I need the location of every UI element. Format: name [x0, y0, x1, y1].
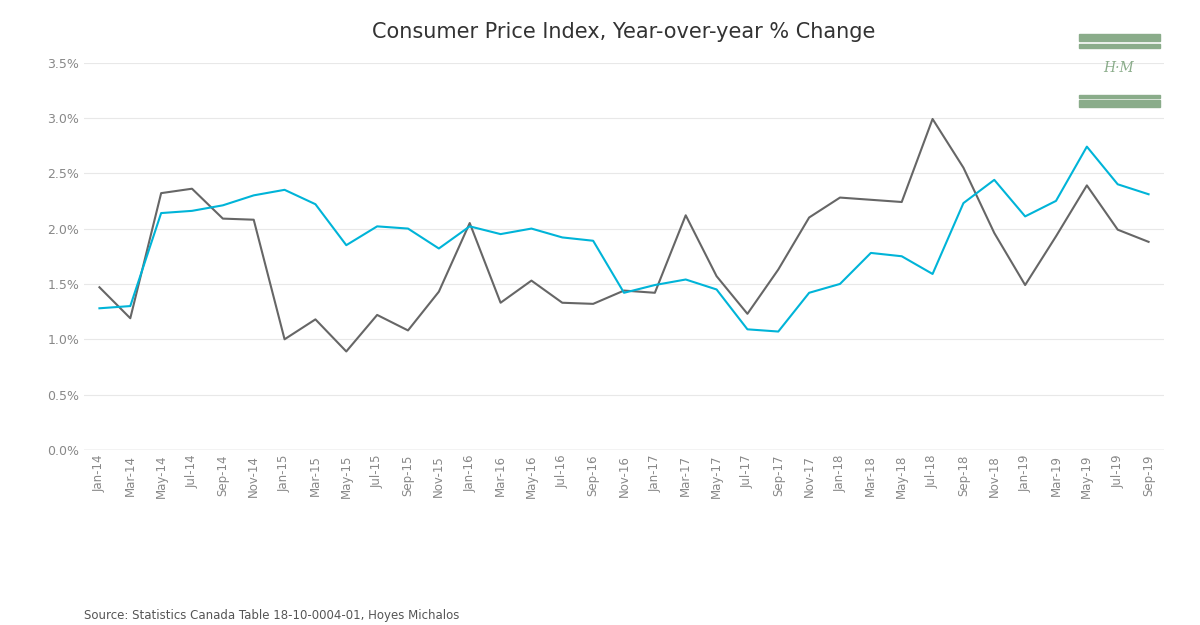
CPI excluding gasoline: [864, 249, 878, 257]
CPI: [678, 211, 692, 219]
CPI: [154, 189, 168, 197]
CPI: [709, 272, 724, 280]
CPI: [864, 196, 878, 204]
CPI excluding gasoline: [772, 328, 786, 335]
CPI excluding gasoline: [401, 225, 415, 232]
CPI: [1018, 281, 1032, 289]
CPI excluding gasoline: [617, 289, 631, 296]
CPI: [1049, 232, 1063, 240]
CPI: [617, 287, 631, 294]
CPI excluding gasoline: [340, 241, 354, 249]
Bar: [1079, 44, 1159, 47]
CPI excluding gasoline: [1110, 181, 1124, 188]
CPI excluding gasoline: [586, 237, 600, 244]
CPI excluding gasoline: [709, 286, 724, 293]
CPI excluding gasoline: [956, 199, 971, 207]
Bar: [1079, 94, 1159, 98]
CPI excluding gasoline: [524, 225, 539, 232]
CPI: [493, 299, 508, 306]
CPI excluding gasoline: [370, 222, 384, 230]
CPI: [772, 266, 786, 273]
CPI excluding gasoline: [124, 302, 138, 310]
CPI: [802, 214, 816, 221]
CPI: [1080, 182, 1094, 189]
CPI excluding gasoline: [246, 192, 260, 199]
CPI excluding gasoline: [1018, 213, 1032, 220]
CPI: [648, 289, 662, 296]
CPI: [1110, 226, 1124, 233]
CPI excluding gasoline: [648, 281, 662, 289]
CPI: [124, 314, 138, 322]
CPI: [740, 310, 755, 318]
CPI excluding gasoline: [740, 326, 755, 333]
CPI: [1141, 238, 1156, 246]
CPI excluding gasoline: [216, 202, 230, 209]
CPI excluding gasoline: [462, 222, 476, 230]
CPI excluding gasoline: [308, 201, 323, 208]
Title: Consumer Price Index, Year-over-year % Change: Consumer Price Index, Year-over-year % C…: [372, 21, 876, 41]
CPI: [956, 164, 971, 171]
CPI excluding gasoline: [802, 289, 816, 296]
CPI excluding gasoline: [432, 245, 446, 252]
CPI excluding gasoline: [556, 234, 570, 241]
CPI excluding gasoline: [185, 207, 199, 214]
CPI: [988, 229, 1002, 237]
CPI excluding gasoline: [1049, 197, 1063, 204]
CPI: [92, 284, 107, 291]
CPI: [370, 311, 384, 319]
CPI excluding gasoline: [1080, 143, 1094, 151]
Text: H·M: H·M: [1104, 61, 1134, 75]
CPI excluding gasoline: [154, 209, 168, 217]
Text: Source: Statistics Canada Table 18-10-0004-01, Hoyes Michalos: Source: Statistics Canada Table 18-10-00…: [84, 609, 460, 622]
CPI excluding gasoline: [277, 186, 292, 194]
CPI: [556, 299, 570, 306]
Line: CPI: CPI: [100, 119, 1148, 351]
CPI: [586, 300, 600, 308]
CPI excluding gasoline: [833, 280, 847, 288]
CPI: [462, 219, 476, 227]
CPI excluding gasoline: [988, 176, 1002, 184]
CPI excluding gasoline: [1141, 191, 1156, 198]
Bar: [1079, 99, 1159, 107]
CPI: [340, 348, 354, 355]
Line: CPI excluding gasoline: CPI excluding gasoline: [100, 147, 1148, 331]
CPI: [401, 327, 415, 334]
CPI: [833, 194, 847, 201]
Legend: CPI, CPI excluding gasoline: CPI, CPI excluding gasoline: [486, 619, 762, 625]
CPI excluding gasoline: [678, 276, 692, 283]
CPI: [277, 336, 292, 343]
CPI: [216, 215, 230, 222]
CPI: [524, 277, 539, 284]
Bar: [1079, 34, 1159, 41]
CPI: [432, 288, 446, 296]
CPI: [246, 216, 260, 224]
CPI: [925, 115, 940, 122]
CPI excluding gasoline: [92, 304, 107, 312]
CPI excluding gasoline: [493, 231, 508, 238]
CPI: [185, 185, 199, 192]
CPI: [308, 316, 323, 323]
CPI: [894, 198, 908, 206]
CPI excluding gasoline: [894, 253, 908, 260]
CPI excluding gasoline: [925, 270, 940, 278]
